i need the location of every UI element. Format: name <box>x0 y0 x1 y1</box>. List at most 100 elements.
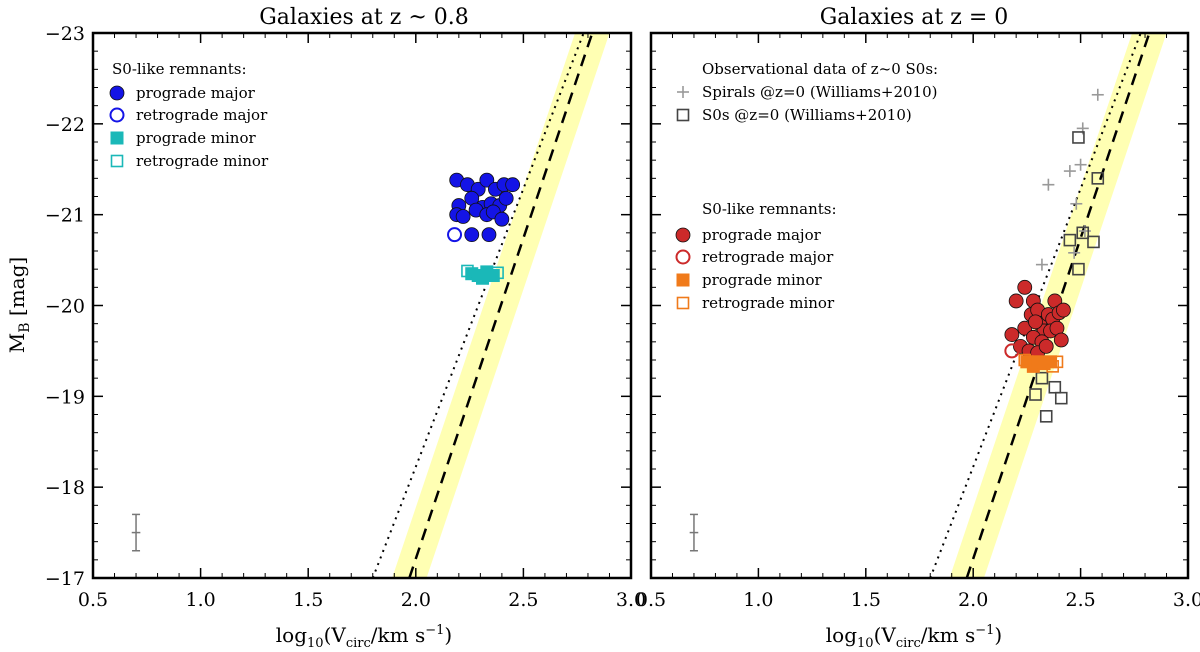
y-tick-label: −20 <box>45 296 85 318</box>
x-axis-label-right: log10(Vcirc/km s−1) <box>826 623 1002 651</box>
point-prograde-major <box>1053 332 1069 348</box>
x-tick-label: 0.5 <box>78 589 108 611</box>
x-tick-label: 2.5 <box>1065 589 1095 611</box>
y-tick-label: −22 <box>45 114 85 136</box>
point-s0s-z-0-williams-2010 <box>1035 371 1049 385</box>
x-tick-label: 1.0 <box>743 589 773 611</box>
x-tick-label: 3.0 <box>616 589 646 611</box>
point-prograde-major <box>1056 302 1071 318</box>
point-s0s-z-0-williams-2010 <box>1072 131 1085 144</box>
legend-entry-right-3: prograde minor <box>702 271 822 289</box>
ticks-left: 0.5 1.0 1.5 2.0 2.5 3.0 −23 −22 −21 −20 −19 −18 −17 <box>45 23 646 611</box>
y-tick-label: −18 <box>45 477 85 499</box>
panel-left: Galaxies at z ~ 0.8 0.5 1.0 1.5 2.0 2.5 3.0 −2… <box>45 5 646 611</box>
point-retrograde-minor <box>491 266 504 280</box>
axes-frame-right <box>649 31 1190 580</box>
point-s0s-z-0-williams-2010 <box>1063 233 1077 247</box>
point-s0s-z-0-williams-2010 <box>1054 391 1068 405</box>
x-tick-label: 1.5 <box>293 589 323 611</box>
point-retrograde-major <box>447 227 463 243</box>
point-retrograde-minor <box>461 264 474 278</box>
y-axis-label: MB [mag] <box>5 257 33 353</box>
legend-entry-left-4: retrograde minor <box>136 152 269 170</box>
point-s0s-z-0-williams-2010 <box>1076 226 1090 240</box>
point-s0s-z-0-williams-2010 <box>1091 172 1105 185</box>
point-retrograde-minor <box>1018 353 1032 367</box>
legend-marker-4 <box>110 154 124 168</box>
point-prograde-major <box>505 177 521 193</box>
point-prograde-major <box>464 227 480 243</box>
y-tick-label: −17 <box>45 568 85 590</box>
y-tick-label: −23 <box>45 23 85 45</box>
legend-entry-left-3: prograde minor <box>136 129 256 147</box>
point-s0s-z-0-williams-2010 <box>1087 235 1100 249</box>
x-tick-label: 2.0 <box>401 589 431 611</box>
legend-header-left: S0-like remnants: <box>112 60 247 78</box>
point-prograde-major <box>1038 338 1054 354</box>
point-spirals-z-0-williams-2010 <box>1035 258 1048 271</box>
panel-title-right: Galaxies at z = 0 <box>820 5 1009 30</box>
point-prograde-minor <box>476 271 490 285</box>
point-spirals-z-0-williams-2010 <box>1070 197 1083 210</box>
point-prograde-major <box>1004 327 1020 342</box>
point-retrograde-minor <box>1050 355 1064 369</box>
legend-marker-remnant-3 <box>676 273 690 287</box>
legend-obs-header: Observational data of z~0 S0s: <box>702 60 938 78</box>
legend-marker-2 <box>109 107 125 123</box>
point-prograde-major <box>1017 279 1033 295</box>
legend-entry-right-2: retrograde major <box>702 248 834 266</box>
legend-entry-right-1: prograde major <box>702 226 822 244</box>
point-retrograde-major <box>1004 343 1020 359</box>
point-spirals-z-0-williams-2010 <box>1042 178 1055 191</box>
legend-marker-remnant-2 <box>675 249 691 265</box>
legend-marker-3 <box>110 131 124 145</box>
point-s0s-z-0-williams-2010 <box>1039 410 1053 423</box>
legend-left: S0-like remnants: prograde major retrogr… <box>109 60 269 170</box>
legend-entry-right-4: retrograde minor <box>702 294 835 312</box>
points-left <box>447 172 521 285</box>
x-tick-label: 2.0 <box>958 589 988 611</box>
panel-title-left: Galaxies at z ~ 0.8 <box>259 5 469 30</box>
point-prograde-major <box>1028 314 1043 330</box>
panel-right: Galaxies at z = 0 0.5 1.0 1.5 2.0 2.5 3.0 Obs… <box>636 5 1200 611</box>
point-s0s-z-0-williams-2010 <box>1072 262 1085 276</box>
legend-marker-spirals <box>677 86 689 98</box>
legend-marker-s0s <box>676 108 690 122</box>
legend-obs-entry-1: Spirals @z=0 (Williams+2010) <box>702 83 938 101</box>
point-spirals-z-0-williams-2010 <box>1063 165 1076 178</box>
legend-entry-left-1: prograde major <box>136 84 256 102</box>
point-s0s-z-0-williams-2010 <box>1029 388 1042 401</box>
y-tick-label: −19 <box>45 386 85 408</box>
y-tick-label: −21 <box>45 205 85 227</box>
tf-lines-left <box>371 33 594 578</box>
points-right <box>1004 88 1105 423</box>
point-prograde-major <box>479 172 495 188</box>
tf-dashed-line <box>408 33 594 578</box>
errorbar-left <box>131 513 141 552</box>
point-prograde-minor <box>1044 355 1058 369</box>
point-prograde-major <box>481 227 497 243</box>
x-tick-label: 1.0 <box>185 589 215 611</box>
legend-entry-left-2: retrograde major <box>136 106 268 124</box>
point-retrograde-minor <box>1046 360 1059 373</box>
point-prograde-major <box>498 190 514 206</box>
point-spirals-z-0-williams-2010 <box>1068 246 1081 259</box>
point-spirals-z-0-williams-2010 <box>1074 158 1087 171</box>
axes-frame-left <box>91 31 633 580</box>
x-tick-label: 2.5 <box>508 589 538 611</box>
x-axis-label-left: log10(Vcirc/km s−1) <box>276 623 452 651</box>
point-s0s-z-0-williams-2010 <box>1048 380 1062 394</box>
legend-marker-1 <box>109 85 125 101</box>
point-prograde-major <box>455 209 471 224</box>
legend-marker-remnant-1 <box>675 227 691 243</box>
point-prograde-major <box>494 211 510 227</box>
x-tick-label: 0.5 <box>636 589 666 611</box>
point-spirals-z-0-williams-2010 <box>1091 88 1104 101</box>
errorbar-right <box>689 513 699 552</box>
x-tick-label: 1.5 <box>851 589 881 611</box>
legend-header-right: S0-like remnants: <box>702 200 837 218</box>
legend-marker-remnant-4 <box>676 296 690 310</box>
legend-right: Observational data of z~0 S0s: Spirals @… <box>675 60 938 312</box>
x-tick-label: 3.0 <box>1173 589 1200 611</box>
